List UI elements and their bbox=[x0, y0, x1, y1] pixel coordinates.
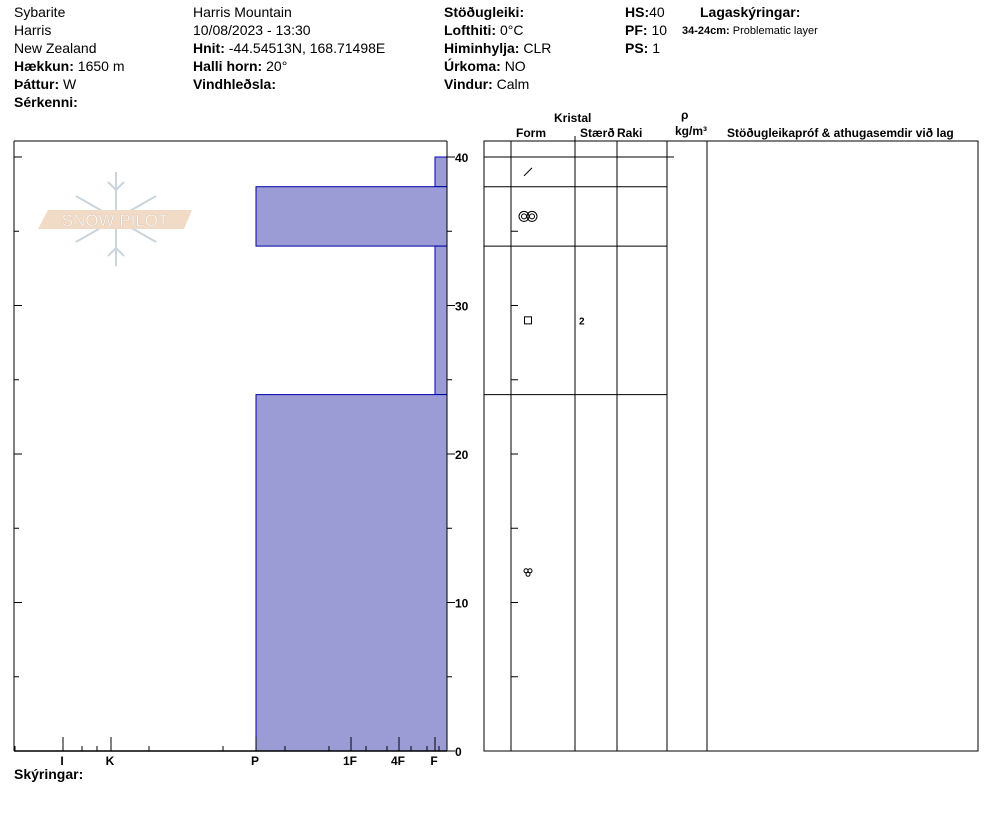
rho-header: ρ bbox=[681, 108, 689, 122]
snowpilot-logo: SNOW PILOT bbox=[38, 172, 192, 266]
country: New Zealand bbox=[14, 40, 97, 56]
precip-value: NO bbox=[504, 58, 526, 74]
density-unit-header: kg/m³ bbox=[675, 124, 708, 138]
depth-tick-label: 10 bbox=[455, 597, 469, 611]
stability-label: Stöðugleiki: bbox=[444, 4, 525, 20]
layer-note: 34-24cm: Problematic layer bbox=[682, 22, 818, 40]
hs-value: 40 bbox=[649, 4, 665, 20]
rounded-polycrystal-icon bbox=[521, 213, 527, 220]
slope-value: 20° bbox=[266, 58, 288, 74]
ps: PS: 1 bbox=[625, 39, 660, 57]
table-border bbox=[483, 140, 979, 752]
layer-note-text: Problematic layer bbox=[732, 25, 818, 37]
depth-tick-label: 0 bbox=[455, 745, 462, 759]
aspect: Þáttur: W bbox=[14, 75, 76, 93]
datetime: 10/08/2023 - 13:30 bbox=[193, 22, 311, 38]
observer: Sybarite bbox=[14, 4, 66, 20]
rounded-polycrystal-icon bbox=[526, 210, 538, 222]
pf-label: PF: bbox=[625, 22, 648, 38]
aspect-label: Þáttur: bbox=[14, 76, 60, 92]
site: Harris Mountain bbox=[193, 4, 292, 20]
layer-notes-label: Lagaskýringar: bbox=[700, 4, 801, 20]
pf-value: 10 bbox=[651, 22, 668, 38]
location: Harris bbox=[14, 22, 52, 38]
logo-band bbox=[38, 210, 192, 229]
wind-value: Calm bbox=[496, 76, 530, 92]
layer-note-range: 34-24cm: bbox=[682, 25, 730, 37]
size-header: Stærð bbox=[580, 126, 615, 140]
decomposing-fragments-icon bbox=[523, 167, 533, 177]
sky-value: CLR bbox=[523, 40, 552, 56]
layer-bar bbox=[434, 156, 448, 188]
hardness-tick-label: P bbox=[251, 754, 259, 768]
hs: HS:40 bbox=[625, 3, 665, 21]
air-temp: Lofthiti: 0°C bbox=[444, 21, 523, 39]
layer-bar bbox=[255, 186, 448, 247]
moisture-header: Raki bbox=[617, 126, 643, 140]
sky-label: Himinhylja: bbox=[444, 40, 520, 56]
wind: Vindur: Calm bbox=[444, 75, 529, 93]
elevation-label: Hækkun: bbox=[14, 58, 74, 74]
slope: Halli horn: 20° bbox=[193, 57, 287, 75]
layer-bar bbox=[434, 245, 448, 396]
logo-text: SNOW PILOT bbox=[62, 211, 169, 230]
depth-tick-label: 20 bbox=[455, 448, 469, 462]
crystal-header: Kristal bbox=[554, 111, 592, 125]
rounded-polycrystal-icon bbox=[529, 213, 535, 220]
features-label: Sérkenni: bbox=[14, 94, 78, 110]
hardness-tick-label: 4F bbox=[391, 754, 405, 768]
coords-label: Hnit: bbox=[193, 40, 225, 56]
elevation-value: 1650 m bbox=[77, 58, 125, 74]
elevation: Hækkun: 1650 m bbox=[14, 57, 125, 75]
air-temp-value: 0°C bbox=[499, 22, 524, 38]
ps-value: 1 bbox=[652, 40, 661, 56]
hs-label: HS: bbox=[625, 4, 650, 20]
coords: Hnit: -44.54513N, 168.71498E bbox=[193, 39, 385, 57]
sky: Himinhylja: CLR bbox=[444, 39, 551, 57]
faceted-crystal-icon bbox=[524, 316, 532, 325]
hardness-tick-label: F bbox=[430, 754, 437, 768]
slope-label: Halli horn: bbox=[193, 58, 263, 74]
layer-bar bbox=[255, 394, 448, 752]
comments-header: Stöðugleikapróf & athugasemdir við lag bbox=[727, 126, 954, 140]
melt-freeze-cluster-icon bbox=[525, 571, 531, 577]
aspect-value: W bbox=[63, 76, 77, 92]
hardness-tick-label: K bbox=[106, 754, 115, 768]
coords-value: -44.54513N, 168.71498E bbox=[228, 40, 386, 56]
pf: PF: 10 bbox=[625, 21, 667, 39]
depth-tick-label: 30 bbox=[455, 300, 469, 314]
precip-label: Úrkoma: bbox=[444, 58, 501, 74]
depth-tick-label: 40 bbox=[455, 151, 469, 165]
precip: Úrkoma: NO bbox=[444, 57, 526, 75]
grain-size: 2 bbox=[579, 316, 585, 327]
wind-loading-label: Vindhleðsla: bbox=[193, 76, 276, 92]
hardness-tick-label: I bbox=[60, 754, 63, 768]
wind-label: Vindur: bbox=[444, 76, 493, 92]
hardness-tick-label: 1F bbox=[343, 754, 357, 768]
ps-label: PS: bbox=[625, 40, 649, 56]
form-header: Form bbox=[516, 126, 546, 140]
air-temp-label: Lofthiti: bbox=[444, 22, 497, 38]
notes-label: Skýringar: bbox=[14, 766, 84, 782]
